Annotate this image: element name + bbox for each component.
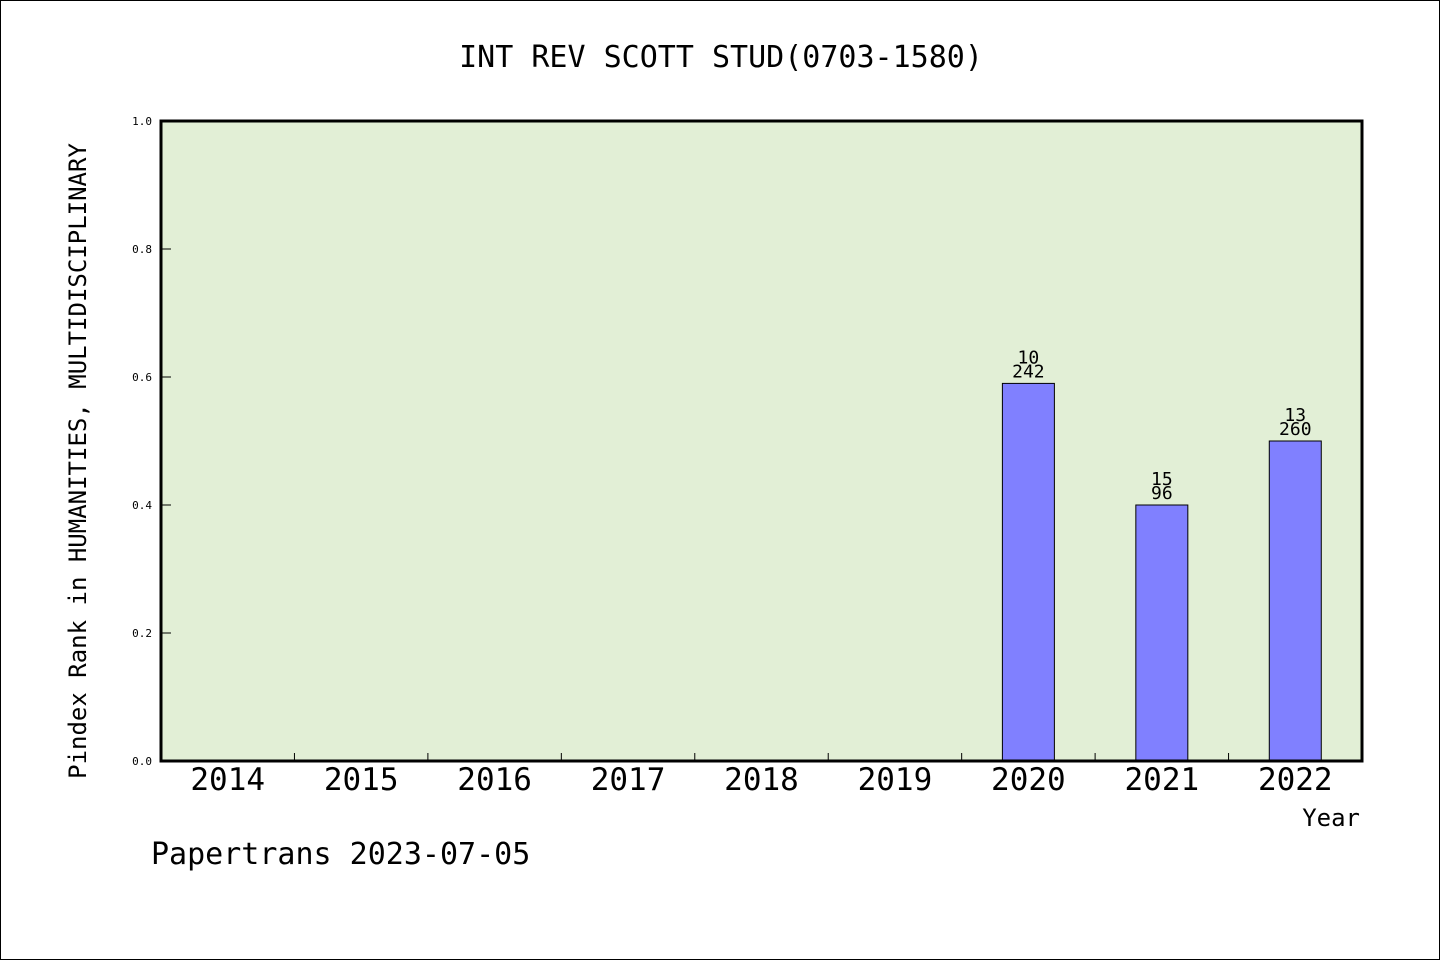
bar-2022 [1268,440,1322,762]
bar-rank-label: 15 [1151,469,1173,490]
bar-2021 [1135,504,1189,762]
y-tick-label: 1.0 [132,115,152,128]
x-axis-label: Year [1302,804,1360,832]
x-tick-label: 2017 [591,762,666,798]
x-tick-label: 2020 [991,762,1066,798]
y-tick-label: 0.4 [132,499,152,512]
x-tick-label: 2021 [1125,762,1200,798]
x-tick-label: 2022 [1258,762,1333,798]
bar-rank-label: 10 [1018,347,1040,368]
x-tick-label: 2014 [190,762,265,798]
y-tick-label: 0.8 [132,243,152,256]
bar-total-label: 260 [1279,419,1312,440]
bar-total-label: 242 [1012,361,1045,382]
x-tick-label: 2018 [724,762,799,798]
y-axis-label: Pindex Rank in HUMANITIES, MULTIDISCIPLI… [64,143,92,779]
y-tick-label: 0.6 [132,371,152,384]
bar-total-label: 96 [1151,483,1173,504]
x-tick-label: 2016 [457,762,532,798]
footer-text: Papertrans 2023-07-05 [151,837,530,872]
plot-border [159,119,1364,763]
bar-rank-label: 13 [1284,405,1306,426]
bar-2020 [1001,382,1055,762]
y-tick-label: 0.0 [132,755,152,768]
x-tick-label: 2019 [858,762,933,798]
chart-title: INT REV SCOTT STUD(0703-1580) [459,40,983,75]
x-tick-label: 2015 [324,762,399,798]
y-tick-label: 0.2 [132,627,152,640]
